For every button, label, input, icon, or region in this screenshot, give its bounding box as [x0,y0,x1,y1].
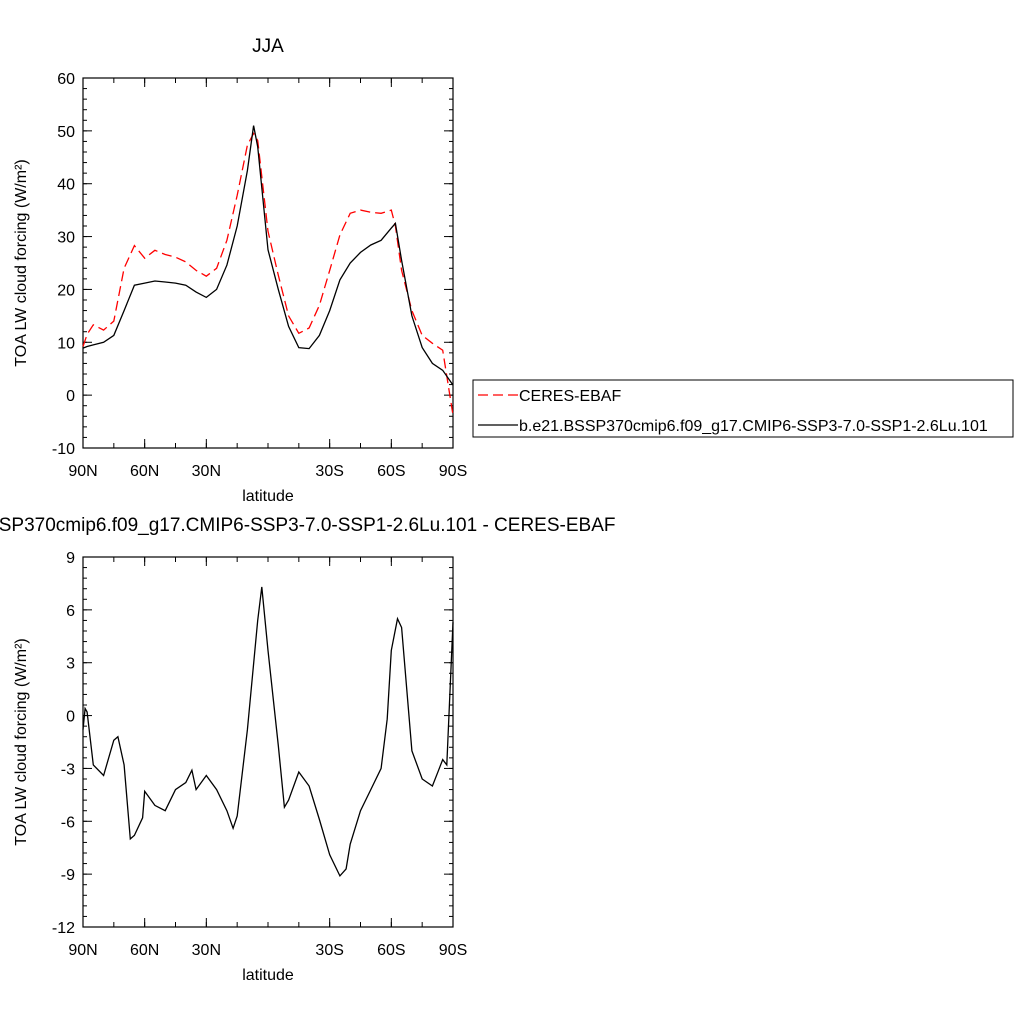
x-axis-label: latitude [242,488,294,505]
y-tick-label: 10 [57,335,75,352]
x-tick-label: 90S [439,942,467,959]
y-tick-label: 0 [66,388,75,405]
data-line [82,586,454,878]
y-tick-label: 3 [66,656,75,673]
y-tick-label: 60 [57,71,75,88]
y-tick-label: 9 [66,550,75,567]
x-tick-label: 30S [315,942,343,959]
y-tick-label: 0 [66,709,75,726]
data-line [82,132,454,416]
legend-box [472,379,1014,438]
plot-frame [82,556,454,928]
y-tick-label: 20 [57,282,75,299]
y-tick-label: 50 [57,124,75,141]
x-axis-label: latitude [242,967,294,984]
y-tick-label: -6 [61,814,75,831]
chart-title: b.e21.BSSP370cmip6.f09_g17.CMIP6-SSP3-7.… [0,515,615,536]
y-axis-label: TOA LW cloud forcing (W/m²) [13,159,30,366]
chart-title: JJA [252,36,284,57]
x-tick-label: 90N [68,463,97,480]
x-tick-label: 60S [377,942,405,959]
x-tick-label: 60S [377,463,405,480]
data-line [82,125,454,386]
y-tick-label: -9 [61,867,75,884]
y-tick-label: 6 [66,603,75,620]
legend-label: CERES-EBAF [519,388,621,405]
plot-frame [82,77,454,449]
x-tick-label: 90S [439,463,467,480]
x-tick-label: 30N [192,463,221,480]
y-tick-label: 30 [57,230,75,247]
y-tick-label: -10 [52,441,75,458]
x-tick-label: 30N [192,942,221,959]
x-tick-label: 90N [68,942,97,959]
x-tick-label: 30S [315,463,343,480]
x-tick-label: 60N [130,463,159,480]
legend-label: b.e21.BSSP370cmip6.f09_g17.CMIP6-SSP3-7.… [519,418,988,435]
y-tick-label: 40 [57,177,75,194]
y-axis-label: TOA LW cloud forcing (W/m²) [13,638,30,845]
y-tick-label: -12 [52,920,75,937]
x-tick-label: 60N [130,942,159,959]
y-tick-label: -3 [61,761,75,778]
